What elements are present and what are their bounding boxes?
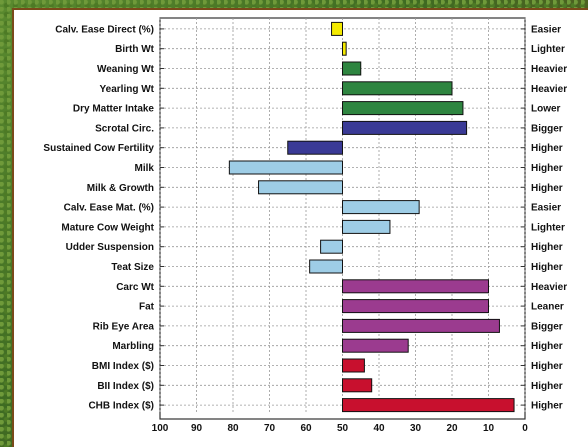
- x-tick-label: 70: [264, 423, 276, 434]
- bar-16: [342, 338, 409, 353]
- x-tick-label: 90: [191, 423, 203, 434]
- direction-label: Higher: [531, 242, 563, 253]
- direction-label: Easier: [531, 203, 561, 214]
- direction-label: Higher: [531, 341, 563, 352]
- direction-label: Lighter: [531, 44, 565, 55]
- bar-8: [258, 180, 343, 195]
- direction-label: Higher: [531, 401, 563, 412]
- trait-label: Fat: [139, 302, 155, 313]
- trait-label: BMI Index ($): [92, 361, 154, 372]
- x-tick-label: 20: [446, 423, 458, 434]
- direction-label: Higher: [531, 163, 563, 174]
- x-tick-label: 30: [410, 423, 422, 434]
- direction-label: Lighter: [531, 222, 565, 233]
- direction-label: Bigger: [531, 321, 563, 332]
- bar-15: [342, 318, 500, 333]
- trait-label: Weaning Wt: [97, 64, 155, 75]
- direction-label: Heavier: [531, 84, 567, 95]
- trait-label: Milk & Growth: [87, 183, 154, 194]
- bar-12: [309, 259, 343, 274]
- direction-label: Higher: [531, 262, 563, 273]
- trait-label: Rib Eye Area: [93, 321, 155, 332]
- x-tick-label: 10: [483, 423, 495, 434]
- bar-14: [342, 299, 489, 314]
- bar-6: [287, 140, 343, 155]
- trait-label: Mature Cow Weight: [61, 222, 154, 233]
- trait-label: Calv. Ease Mat. (%): [64, 203, 154, 214]
- x-axis-ticks: 100 90 80 70 60 50 40 30 20 10 0: [152, 423, 529, 434]
- direction-label: Easier: [531, 24, 561, 35]
- trait-label: Milk: [135, 163, 155, 174]
- trait-label: Scrotal Circ.: [95, 123, 154, 134]
- bar-7: [228, 160, 344, 175]
- direction-label: Leaner: [531, 302, 564, 313]
- direction-label: Heavier: [531, 64, 567, 75]
- trait-label: Udder Suspension: [66, 242, 154, 253]
- bar-1: [342, 41, 347, 56]
- bar-3: [342, 81, 453, 96]
- trait-label: Teat Size: [111, 262, 154, 273]
- bar-10: [342, 219, 391, 234]
- x-tick-label: 60: [300, 423, 312, 434]
- x-tick-label: 50: [337, 423, 349, 434]
- x-tick-label: 80: [227, 423, 239, 434]
- bar-2: [342, 61, 362, 76]
- bar-5: [342, 120, 468, 135]
- trait-label: Calv. Ease Direct (%): [55, 24, 154, 35]
- direction-label: Bigger: [531, 123, 563, 134]
- bar-0: [331, 21, 343, 36]
- bar-18: [342, 378, 373, 393]
- bar-17: [342, 358, 365, 373]
- x-tick-label: 0: [522, 423, 528, 434]
- direction-label: Higher: [531, 381, 563, 392]
- trait-label: CHB Index ($): [88, 401, 154, 412]
- trait-rows: Calv. Ease Direct (%) Easier Birth Wt Light…: [43, 21, 567, 413]
- bar-19: [342, 398, 515, 413]
- trait-label: Sustained Cow Fertility: [43, 143, 154, 154]
- direction-label: Heavier: [531, 282, 567, 293]
- trait-label: Marbling: [112, 341, 154, 352]
- trait-label: Yearling Wt: [100, 84, 155, 95]
- x-tick-label: 40: [373, 423, 385, 434]
- bar-9: [342, 200, 420, 215]
- grid-lines: [159, 18, 526, 414]
- bar-4: [342, 101, 464, 116]
- trait-label: Dry Matter Intake: [73, 104, 155, 115]
- trait-label: BII Index ($): [97, 381, 154, 392]
- direction-label: Higher: [531, 361, 563, 372]
- x-tick-label: 100: [152, 423, 169, 434]
- bar-13: [342, 279, 489, 294]
- trait-label: Carc Wt: [116, 282, 154, 293]
- bar-11: [320, 239, 344, 254]
- direction-label: Higher: [531, 143, 563, 154]
- trait-label: Birth Wt: [115, 44, 155, 55]
- direction-label: Higher: [531, 183, 563, 194]
- direction-label: Lower: [531, 104, 561, 115]
